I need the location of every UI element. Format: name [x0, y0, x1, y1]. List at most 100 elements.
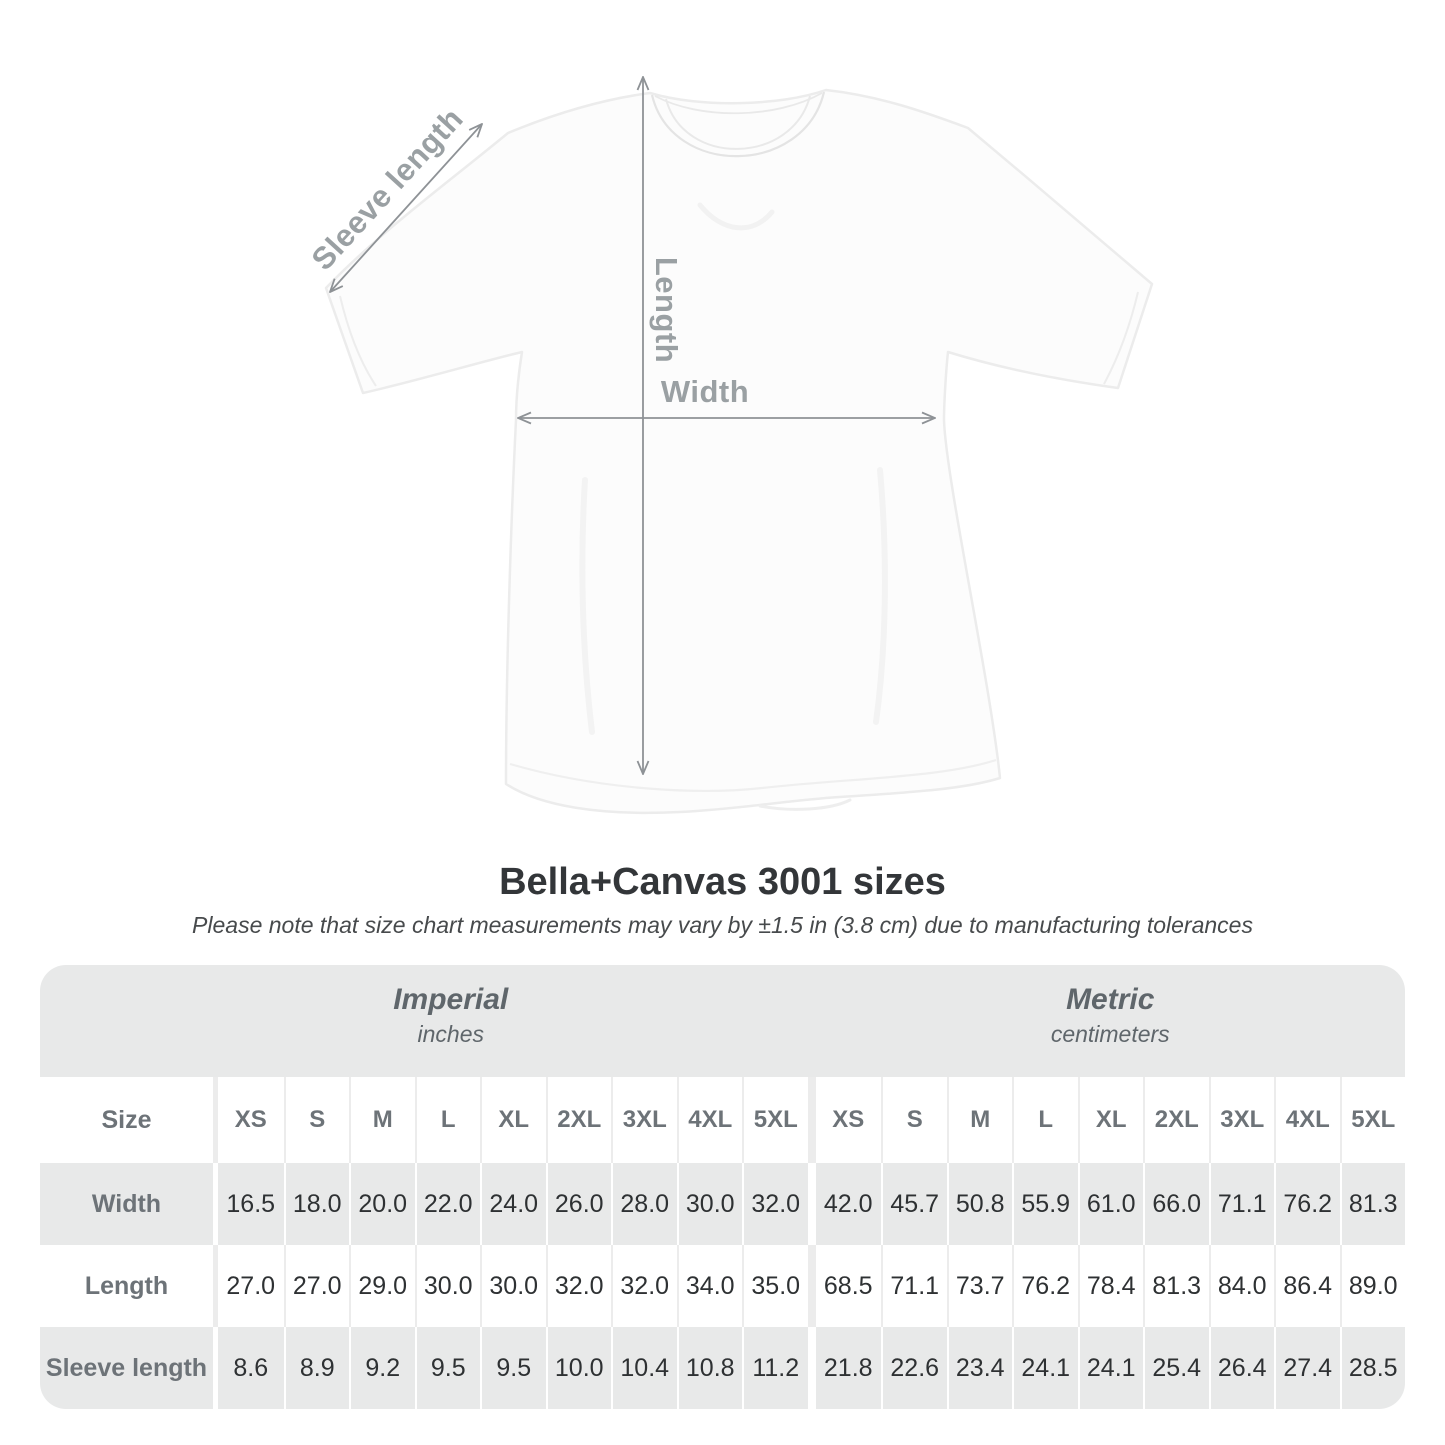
sleeve-cell: 25.4	[1143, 1327, 1209, 1409]
width-cell: 26.0	[545, 1163, 611, 1245]
length-cell: 32.0	[545, 1245, 611, 1327]
length-cell: 30.0	[480, 1245, 546, 1327]
imperial-unit: inches	[417, 1020, 484, 1047]
tshirt-illustration: Sleeve length Length Width	[305, 0, 1154, 815]
length-cell: 86.4	[1274, 1245, 1340, 1327]
width-cell: 22.0	[414, 1163, 480, 1245]
sleeve-cell: 9.5	[414, 1327, 480, 1409]
imperial-title: Imperial	[393, 982, 509, 1016]
width-cell: 50.8	[946, 1163, 1012, 1245]
length-cell: 78.4	[1077, 1245, 1143, 1327]
size-cell: S	[881, 1077, 947, 1163]
sleeve-cell: 9.5	[480, 1327, 546, 1409]
length-row: Length 27.0 27.0 29.0 30.0 30.0 32.0 32.0 34.0 35…	[40, 1245, 1405, 1327]
width-cell: 45.7	[881, 1163, 947, 1245]
sleeve-cell: 21.8	[815, 1327, 881, 1409]
sleeve-cell: 26.4	[1208, 1327, 1274, 1409]
length-cell: 27.0	[218, 1245, 284, 1327]
sleeve-cell: 23.4	[946, 1327, 1012, 1409]
metric-header: Metric centimeters	[816, 965, 1406, 1071]
size-cell: 2XL	[545, 1077, 611, 1163]
length-cell: 32.0	[611, 1245, 677, 1327]
unit-header-row: Imperial inches Metric centimeters	[40, 965, 1405, 1077]
sleeve-cell: 27.4	[1274, 1327, 1340, 1409]
width-cell: 24.0	[480, 1163, 546, 1245]
length-cell: 71.1	[881, 1245, 947, 1327]
length-cell: 27.0	[283, 1245, 349, 1327]
size-chart-table: Imperial inches Metric centimeters Size X…	[40, 965, 1405, 1409]
metric-unit: centimeters	[1050, 1020, 1170, 1047]
length-cell: 34.0	[676, 1245, 742, 1327]
size-cell: XS	[815, 1077, 881, 1163]
sleeve-cell: 24.1	[1012, 1327, 1078, 1409]
width-cell: 66.0	[1143, 1163, 1209, 1245]
sleeve-cell: 9.2	[349, 1327, 415, 1409]
sleeve-length-arrow	[330, 124, 482, 292]
sleeve-cell: 8.6	[218, 1327, 284, 1409]
width-cell: 42.0	[815, 1163, 881, 1245]
width-label: Width	[661, 374, 749, 409]
measurement-arrows	[330, 77, 935, 774]
sleeve-cell: 8.9	[283, 1327, 349, 1409]
length-label: Length	[649, 257, 684, 363]
size-cell: 2XL	[1143, 1077, 1209, 1163]
size-row-label: Size	[40, 1077, 218, 1163]
length-cell: 35.0	[742, 1245, 808, 1327]
length-cell: 81.3	[1143, 1245, 1209, 1327]
width-cell: 55.9	[1012, 1163, 1078, 1245]
tolerance-note: Please note that size chart measurements…	[192, 912, 1253, 938]
sleeve-cell: 10.0	[545, 1327, 611, 1409]
sleeve-cell: 11.2	[742, 1327, 808, 1409]
width-cell: 20.0	[349, 1163, 415, 1245]
size-cell: L	[1012, 1077, 1078, 1163]
length-cell: 89.0	[1339, 1245, 1405, 1327]
unit-group-gap	[807, 1245, 816, 1327]
length-cell: 84.0	[1208, 1245, 1274, 1327]
size-cell: 5XL	[1339, 1077, 1405, 1163]
width-cell: 81.3	[1339, 1163, 1405, 1245]
sleeve-cell: 10.4	[611, 1327, 677, 1409]
size-cell: 5XL	[742, 1077, 808, 1163]
sleeve-cell: 28.5	[1339, 1327, 1405, 1409]
length-cell: 29.0	[349, 1245, 415, 1327]
size-cell: 4XL	[676, 1077, 742, 1163]
tshirt-shape	[324, 88, 1154, 815]
size-cell: 3XL	[611, 1077, 677, 1163]
width-cell: 16.5	[218, 1163, 284, 1245]
size-cell: M	[349, 1077, 415, 1163]
sleeve-row-label: Sleeve length	[40, 1327, 218, 1409]
width-row: Width 16.5 18.0 20.0 22.0 24.0 26.0 28.0 30.0 32.…	[40, 1163, 1405, 1245]
sleeve-cell: 22.6	[881, 1327, 947, 1409]
unit-group-gap	[807, 1163, 816, 1245]
unit-group-gap	[807, 1077, 816, 1163]
size-cell: XS	[218, 1077, 284, 1163]
size-cell: XL	[480, 1077, 546, 1163]
width-cell: 28.0	[611, 1163, 677, 1245]
imperial-header: Imperial inches	[40, 965, 808, 1071]
unit-group-gap	[807, 1327, 816, 1409]
sleeve-cell: 24.1	[1077, 1327, 1143, 1409]
length-cell: 76.2	[1012, 1245, 1078, 1327]
length-cell: 73.7	[946, 1245, 1012, 1327]
length-row-label: Length	[40, 1245, 218, 1327]
size-cell: M	[946, 1077, 1012, 1163]
size-cell: 3XL	[1208, 1077, 1274, 1163]
size-cell: XL	[1077, 1077, 1143, 1163]
tshirt-figure: Sleeve length Length Width	[305, 0, 1154, 815]
size-header-row: Size XS S M L XL 2XL 3XL 4XL 5XL XS S M L XL 2XL 3XL 4XL 5…	[40, 1077, 1405, 1163]
size-cell: L	[414, 1077, 480, 1163]
length-cell: 30.0	[414, 1245, 480, 1327]
size-cell: S	[283, 1077, 349, 1163]
width-cell: 18.0	[283, 1163, 349, 1245]
width-cell: 76.2	[1274, 1163, 1340, 1245]
sleeve-cell: 10.8	[676, 1327, 742, 1409]
width-row-label: Width	[40, 1163, 218, 1245]
width-cell: 61.0	[1077, 1163, 1143, 1245]
length-cell: 68.5	[815, 1245, 881, 1327]
size-cell: 4XL	[1274, 1077, 1340, 1163]
width-cell: 32.0	[742, 1163, 808, 1245]
page-title: Bella+Canvas 3001 sizes	[499, 861, 946, 903]
width-cell: 30.0	[676, 1163, 742, 1245]
sleeve-length-row: Sleeve length 8.6 8.9 9.2 9.5 9.5 10.0 10.4 10.8…	[40, 1327, 1405, 1409]
